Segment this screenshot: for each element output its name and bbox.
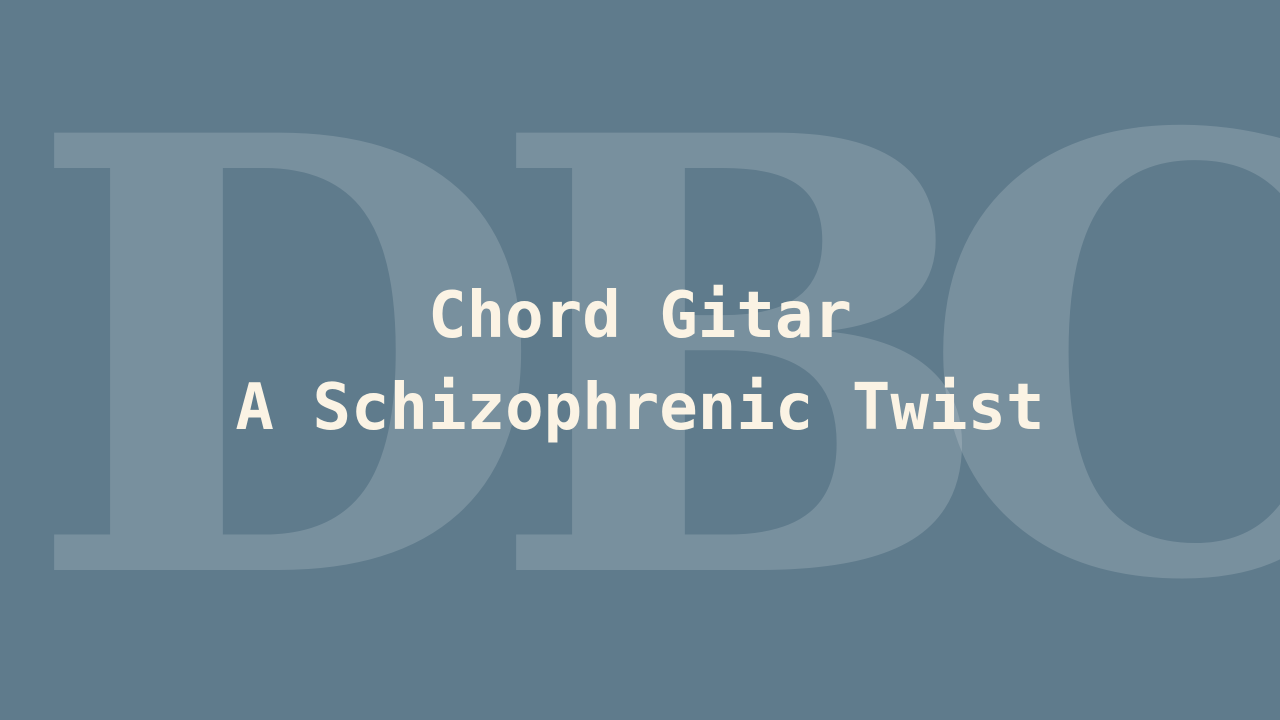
title-line-1: Chord Gitar	[428, 279, 852, 353]
page-title: Chord Gitar A Schizophrenic Twist	[0, 270, 1280, 454]
title-line-2: A Schizophrenic Twist	[235, 371, 1045, 445]
